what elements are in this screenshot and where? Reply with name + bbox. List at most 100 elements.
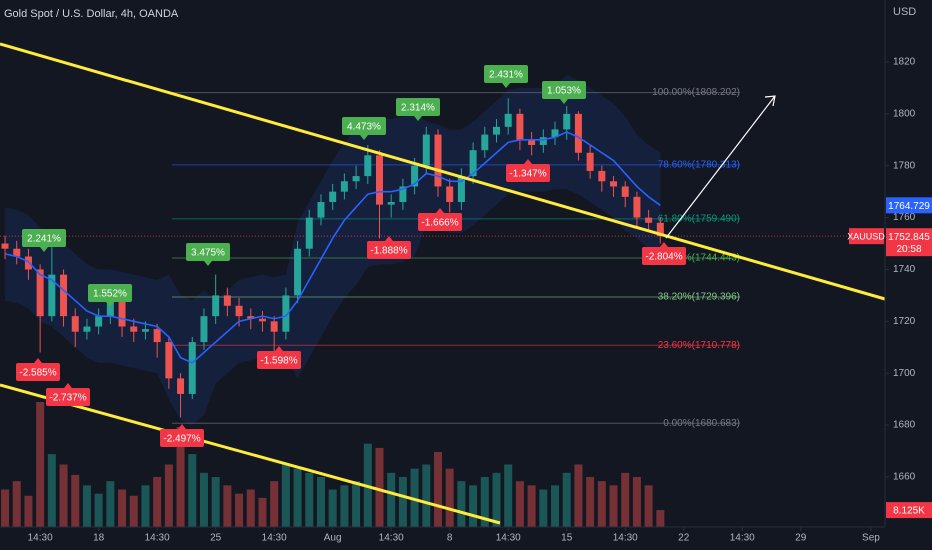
volume-bar (94, 493, 103, 527)
volume-bar (59, 464, 68, 527)
fib-label: 78.60%(1780.313) (658, 160, 740, 171)
candle-body (188, 342, 196, 394)
candle-body (223, 295, 231, 306)
y-tick-label: 1700 (893, 368, 916, 379)
arrow-head (764, 95, 776, 107)
volume-bar (188, 454, 197, 527)
volume-bar (527, 485, 536, 527)
volume-bar (375, 447, 384, 527)
y-tick-label: 1800 (893, 108, 916, 119)
candle-body (446, 186, 454, 203)
volume-bar (281, 464, 290, 527)
candle-body (387, 202, 395, 205)
candle-body (282, 295, 290, 332)
volume-bar (211, 477, 220, 527)
price-axis (885, 0, 932, 550)
candle-body (481, 134, 489, 151)
volume-bar (433, 452, 442, 527)
x-tick-label: 18 (93, 533, 105, 544)
candle-body (504, 113, 512, 127)
moving-average (4, 131, 661, 364)
volume-bar (340, 485, 349, 527)
volume-bar (153, 477, 162, 527)
price-tag-bg (886, 228, 932, 257)
swing-label-bg (22, 229, 66, 247)
volume-bar (118, 489, 127, 527)
volume-bar (621, 472, 630, 527)
currency-label: USD (893, 6, 916, 18)
candle-body (118, 300, 126, 327)
x-tick-label: 22 (678, 533, 690, 544)
x-tick-label: 25 (210, 533, 222, 544)
swing-label-bg (16, 363, 60, 381)
y-tick-label: 1660 (893, 472, 916, 483)
candle-body (177, 378, 185, 394)
candle-body (141, 329, 149, 332)
swing-label-pointer (106, 302, 114, 307)
candle-body (469, 150, 477, 177)
candle-body (106, 300, 114, 317)
trend-line-upper (0, 42, 886, 301)
volume-bar (176, 427, 185, 527)
x-tick-label: 29 (795, 533, 807, 544)
volume-bar (352, 481, 361, 527)
y-tick-label: 1680 (893, 420, 916, 431)
axes: 1660 1680 1700 1720 1740 1760 1780 1800 1820 14:3… (28, 57, 932, 544)
x-tick-label: 14:30 (613, 533, 638, 544)
candle-body (539, 137, 547, 145)
candle-body (586, 152, 594, 171)
volume-bar (469, 485, 478, 527)
swing-label-pointer (660, 242, 668, 247)
volume-bar (305, 472, 314, 527)
swing-label: -1.347% (509, 169, 546, 180)
volume-bar (445, 468, 454, 527)
candle-body (71, 316, 79, 332)
volume-bar (82, 485, 91, 527)
volume-bar (129, 495, 138, 527)
candle-body (399, 186, 407, 203)
candle-body (294, 248, 302, 296)
volume-bar (328, 489, 337, 527)
ma-tag-bg (886, 197, 932, 214)
swing-label-pointer (275, 346, 283, 351)
candle-body (130, 326, 138, 332)
x-tick-label: 15 (561, 533, 573, 544)
swing-label-bg (342, 117, 386, 135)
volume-bar (235, 493, 244, 527)
volume-bar (574, 464, 583, 527)
candle-body (83, 326, 91, 332)
x-tick-label: 14:30 (262, 533, 287, 544)
x-tick-label: 14:30 (379, 533, 404, 544)
candle-body (329, 191, 337, 203)
candle-body (305, 217, 313, 249)
swing-label: -2.737% (49, 393, 86, 404)
swing-label-pointer (560, 99, 568, 104)
swing-label: 2.241% (27, 234, 61, 245)
chart-title: Gold Spot / U.S. Dollar, 4h, OANDA (4, 8, 179, 20)
volume-bar (551, 485, 560, 527)
swing-label-pointer (40, 247, 48, 252)
candle-body (95, 316, 103, 327)
countdown: 20:58 (896, 244, 921, 255)
swing-labels: 2.241% 1.552% 3.475% 4.473% 2.314% 2.431% 1.05… (16, 65, 686, 447)
volume-tag: 8.125K (893, 506, 925, 517)
candle-body (153, 329, 161, 343)
candle-body (551, 129, 559, 138)
volume-bar (223, 485, 232, 527)
y-tick-label: 1780 (893, 160, 916, 171)
swing-label: -2.585% (19, 368, 56, 379)
volume-bar (656, 510, 665, 527)
candle-body (13, 248, 21, 257)
candle-body (364, 155, 372, 177)
volume-bar (1, 489, 10, 527)
candle-body (493, 126, 501, 135)
swing-label-pointer (414, 116, 422, 121)
candle-body (258, 318, 266, 322)
volume-bar (632, 477, 641, 527)
candle-body (422, 134, 430, 166)
volume-bar (504, 464, 513, 527)
volume-bar (422, 464, 431, 527)
candle-body (1, 243, 9, 249)
candle-body (165, 342, 173, 379)
symbol-tag-bg (849, 228, 884, 245)
